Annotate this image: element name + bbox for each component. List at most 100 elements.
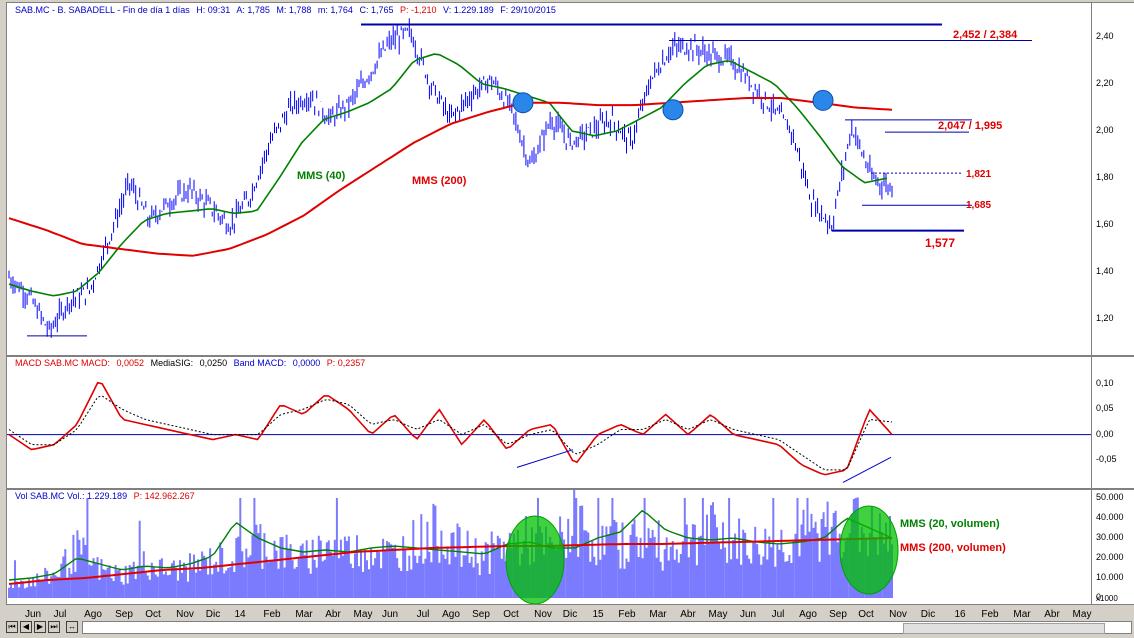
- x-tick-label: Jul: [416, 609, 430, 620]
- x-tick-label: Dic: [205, 609, 221, 620]
- macd-chart: [7, 381, 1091, 483]
- macd-header: MACD SAB.MC MACD: 0,0052 MediaSIG: 0,025…: [15, 358, 369, 368]
- macd-y-tick: -0,05: [1096, 453, 1117, 464]
- x-tick-label: Feb: [618, 609, 636, 620]
- next-page-icon[interactable]: ⏭: [48, 621, 60, 633]
- change-label: P: -1,210: [400, 5, 437, 15]
- x-tick-label: Jun: [381, 609, 399, 620]
- mms200-line: [8, 97, 893, 257]
- scrollbar-thumb[interactable]: [903, 623, 1105, 634]
- vol-mms20-line: [8, 509, 893, 581]
- resize-icon[interactable]: ↔: [66, 621, 78, 633]
- open-label: A: 1,785: [236, 5, 270, 15]
- low-label: m: 1,764: [317, 5, 353, 15]
- x-tick-label: Mar: [649, 609, 667, 620]
- macd-sig-label: MediaSIG:: [150, 358, 194, 368]
- prev-page-icon[interactable]: ◀: [20, 621, 32, 633]
- macd-p: P: 0,2357: [326, 358, 366, 368]
- x-tick-label: Sep: [829, 609, 847, 620]
- macd-y-axis: 0,10 0,05 0,00 -0,05: [1092, 356, 1134, 489]
- mms40-line: [8, 53, 888, 297]
- macd-value: 0,0052: [116, 358, 145, 368]
- x-tick-label: Nov: [176, 609, 194, 620]
- volume-label: V: 1.229.189: [443, 5, 494, 15]
- x-tick-label: 15: [592, 609, 604, 620]
- vol-mms200-label: MMS (200, volumen): [900, 542, 1006, 554]
- price-y-axis: 2,40 2,20 2,00 1,80 1,60 1,40 1,20: [1092, 2, 1134, 356]
- play-icon[interactable]: ▶: [34, 621, 46, 633]
- x-tick-label: Ago: [84, 609, 102, 620]
- mms40-label: MMS (40): [297, 170, 346, 182]
- x-tick-label: Sep: [472, 609, 490, 620]
- x-tick-label: Jul: [771, 609, 785, 620]
- x-tick-label: Abr: [1044, 609, 1060, 620]
- macd-signal-line: [8, 395, 893, 471]
- support-label-1577: 1,577: [925, 236, 956, 250]
- x-tick-label: Feb: [981, 609, 999, 620]
- vol-p: P: 142.962.267: [133, 491, 195, 501]
- divergence-line-2: [842, 456, 892, 483]
- price-y-tick: 1,40: [1096, 266, 1114, 277]
- mms200-label: MMS (200): [412, 175, 467, 187]
- x-tick-label: Jun: [739, 609, 757, 620]
- macd-y-tick: 0,00: [1096, 428, 1114, 439]
- crossover-marker-1: [512, 92, 534, 114]
- x-tick-label: Oct: [503, 609, 519, 620]
- vol-mms200-line: [8, 537, 893, 585]
- close-label: C: 1,765: [359, 5, 394, 15]
- high-label: M: 1,788: [276, 5, 312, 15]
- x-tick-label: Oct: [858, 609, 874, 620]
- x-tick-label: May: [353, 609, 373, 620]
- ticker-label: SAB.MC - B. SABADELL - Fin de día 1 días: [15, 5, 190, 15]
- x-tick-label: May: [708, 609, 728, 620]
- volume-y-tick: 0: [1096, 592, 1102, 602]
- vol-mms20-label: MMS (20, volumen): [900, 518, 1000, 530]
- price-y-tick: 2,40: [1096, 30, 1114, 41]
- volume-y-tick: 10.000: [1096, 572, 1124, 582]
- volume-y-tick: 50.000: [1096, 492, 1124, 502]
- price-chart: [8, 18, 1032, 338]
- x-tick-label: May: [1072, 609, 1092, 620]
- x-tick-label: Abr: [680, 609, 696, 620]
- x-tick-label: Dic: [920, 609, 936, 620]
- resistance-label-1: 2,452 / 2,384: [953, 29, 1018, 41]
- volume-y-axis: 50.000 40.000 30.000 20.000 10.000 0 x1000: [1092, 489, 1134, 605]
- first-page-icon[interactable]: ⏮: [6, 621, 18, 633]
- x-tick-label: Feb: [263, 609, 281, 620]
- x-tick-label: Ago: [799, 609, 817, 620]
- price-y-tick: 2,20: [1096, 77, 1114, 88]
- macd-title: MACD SAB.MC MACD:: [15, 358, 111, 368]
- x-tick-label: Mar: [1013, 609, 1031, 620]
- x-tick-label: Ago: [442, 609, 460, 620]
- x-tick-label: Nov: [889, 609, 907, 620]
- macd-line: [8, 381, 893, 476]
- x-tick-label: Jun: [24, 609, 42, 620]
- horizontal-scrollbar[interactable]: [82, 621, 1132, 634]
- macd-panel: MACD SAB.MC MACD: 0,0052 MediaSIG: 0,025…: [6, 356, 1092, 489]
- price-y-tick: 1,20: [1096, 313, 1114, 324]
- x-tick-label: Oct: [145, 609, 161, 620]
- macd-band-value: 0,0000: [292, 358, 321, 368]
- volume-y-tick: 40.000: [1096, 512, 1124, 522]
- volume-highlight-1: [505, 515, 565, 604]
- volume-unit-label: x1000: [1096, 594, 1118, 603]
- x-tick-label: 16: [954, 609, 966, 620]
- volume-highlight-2: [839, 505, 899, 595]
- x-tick-label: Dic: [562, 609, 578, 620]
- price-y-tick: 1,80: [1096, 172, 1114, 183]
- price-panel: SAB.MC - B. SABADELL - Fin de día 1 días…: [6, 2, 1092, 356]
- volume-chart: [8, 490, 899, 604]
- volume-y-tick: 30.000: [1096, 532, 1124, 542]
- date-label: F: 29/10/2015: [500, 5, 556, 15]
- crossover-marker-3: [812, 89, 834, 111]
- x-tick-label: 14: [234, 609, 246, 620]
- x-tick-label: Mar: [295, 609, 313, 620]
- crossover-marker-2: [662, 99, 684, 121]
- macd-y-tick: 0,05: [1096, 403, 1114, 414]
- macd-y-tick: 0,10: [1096, 378, 1114, 389]
- price-y-tick: 1,60: [1096, 219, 1114, 230]
- volume-header: Vol SAB.MC Vol.: 1.229.189 P: 142.962.26…: [15, 491, 199, 501]
- x-tick-label: Jul: [53, 609, 67, 620]
- price-y-tick: 2,00: [1096, 125, 1114, 135]
